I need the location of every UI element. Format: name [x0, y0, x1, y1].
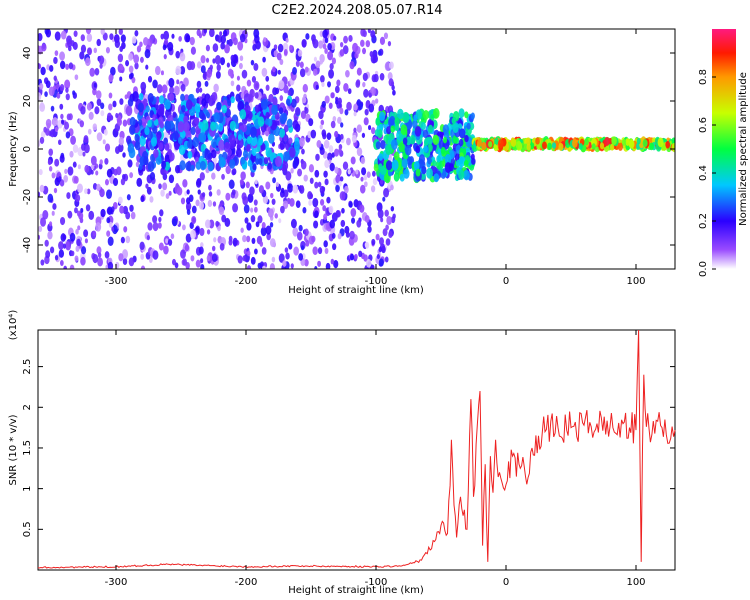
spectrogram-y-label: Frequency (Hz)	[8, 111, 19, 187]
y-tick-label: -20	[22, 189, 33, 205]
y-tick-label: 1.5	[22, 440, 33, 456]
figure-title: C2E2.2024.208.05.07.R14	[271, 3, 442, 18]
y-tick-label: -40	[22, 237, 33, 253]
colorbar-tick-label: 0.8	[698, 69, 709, 85]
x-tick-label: -100	[365, 276, 388, 287]
colorbar-tick-label: 0.0	[698, 261, 709, 277]
spectrogram-y-ticks: -40 -20 0 20 40	[22, 47, 675, 253]
x-tick-label: -100	[365, 577, 388, 588]
snr-panel: -300 -200 -100 0 100 0.5 1 1.5 2 2.5 Height of s…	[8, 310, 676, 596]
colorbar-tick-label: 0.2	[698, 213, 709, 229]
snr-y-multiplier: (x10⁴)	[8, 310, 19, 341]
colorbar-tick-label: 0.6	[698, 117, 709, 133]
y-tick-label: 2	[22, 404, 33, 410]
spectrogram-blobs	[38, 29, 675, 269]
y-tick-label: 1	[22, 485, 33, 491]
spectrogram-heatmap	[38, 29, 675, 269]
snr-series-line	[37, 329, 676, 569]
y-tick-label: 2.5	[22, 359, 33, 375]
x-tick-label: 100	[626, 276, 645, 287]
y-tick-label: 40	[22, 47, 33, 60]
x-tick-label: -300	[105, 577, 128, 588]
snr-x-label: Height of straight line (km)	[288, 585, 424, 596]
x-tick-label: -200	[235, 276, 258, 287]
x-tick-label: 100	[626, 577, 645, 588]
y-tick-label: 0	[22, 146, 33, 152]
snr-y-ticks: 0.5 1 1.5 2 2.5	[22, 359, 675, 537]
y-tick-label: 0.5	[22, 521, 33, 537]
colorbar-gradient	[712, 29, 736, 269]
colorbar-ticks: 0.0 0.2 0.4 0.6 0.8	[698, 69, 716, 277]
spectrogram-x-label: Height of straight line (km)	[288, 285, 424, 296]
x-tick-label: 0	[503, 577, 509, 588]
x-tick-label: -200	[235, 577, 258, 588]
colorbar: 0.0 0.2 0.4 0.6 0.8 Normalized spectral ampl…	[698, 29, 749, 277]
snr-y-label: SNR (10 * v/v)	[8, 414, 19, 485]
colorbar-tick-label: 0.4	[698, 165, 709, 181]
spectrogram-x-ticks: -300 -200 -100 0 100	[105, 29, 646, 287]
x-tick-label: 0	[503, 276, 509, 287]
y-tick-label: 20	[22, 95, 33, 108]
snr-frame	[37, 329, 676, 571]
snr-x-ticks: -300 -200 -100 0 100	[105, 330, 646, 588]
colorbar-label: Normalized spectral amplitude	[738, 72, 749, 226]
x-tick-label: -300	[105, 276, 128, 287]
